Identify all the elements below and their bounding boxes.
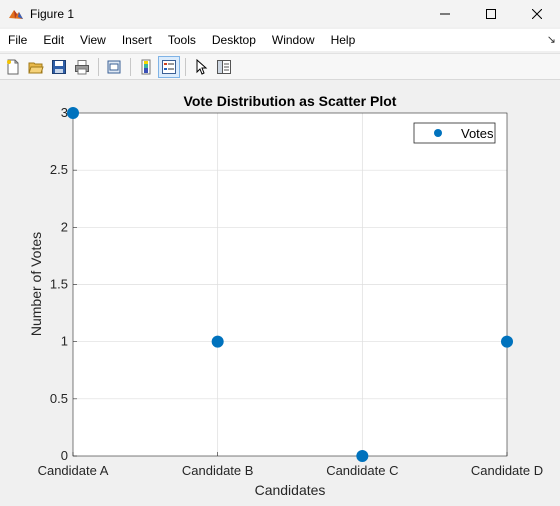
figure-toolbar [0, 53, 560, 80]
y-axis: 0 0.5 1 1.5 2 2.5 3 [50, 105, 77, 463]
grid-lines [73, 113, 507, 456]
y-tick-label: 0.5 [50, 391, 68, 406]
close-button[interactable] [514, 0, 560, 27]
menu-edit[interactable]: Edit [43, 33, 65, 47]
minimize-button[interactable] [422, 0, 468, 27]
x-axis-label: Candidates [255, 482, 326, 498]
chart-title: Vote Distribution as Scatter Plot [184, 93, 397, 109]
menu-desktop[interactable]: Desktop [211, 33, 256, 47]
menu-tools[interactable]: Tools [167, 33, 196, 47]
y-axis-label: Number of Votes [28, 232, 44, 336]
window-title: Figure 1 [30, 6, 75, 21]
y-tick-label: 0 [61, 448, 68, 463]
dock-arrow-icon[interactable]: ↘ [546, 34, 556, 46]
legend-label: Votes [461, 126, 494, 141]
open-file-button[interactable] [25, 56, 47, 78]
scatter-point [211, 335, 224, 348]
legend-box [413, 122, 496, 144]
new-figure-icon [7, 59, 19, 74]
maximize-icon [486, 8, 496, 19]
y-tick-label: 3 [61, 105, 68, 120]
figure-canvas: 0 0.5 1 1.5 2 2.5 3 Candidate A Candidate B Cand… [0, 81, 560, 501]
maximize-button[interactable] [468, 0, 514, 27]
y-tick-label: 1.5 [50, 277, 68, 292]
legend[interactable]: Votes [413, 122, 496, 144]
y-tick-label: 2 [61, 219, 68, 234]
edit-plot-button[interactable] [190, 56, 212, 78]
matlab-figure-icon [9, 9, 23, 19]
print-button[interactable] [71, 56, 93, 78]
menu-bar: File Edit View Insert Tools Desktop Wind… [0, 29, 560, 51]
legend-icon [162, 59, 176, 74]
toolbar-separator [185, 57, 186, 76]
y-tick-label: 1 [61, 334, 68, 349]
x-tick-label: Candidate A [38, 463, 109, 478]
menu-help[interactable]: Help [330, 33, 356, 47]
insert-legend-button[interactable] [158, 55, 180, 78]
scatter-plot[interactable]: 00.511.522.53 Candidate A Candidate B Cand… [0, 81, 560, 501]
menu-window[interactable]: Window [271, 33, 315, 47]
minimize-icon [440, 13, 450, 14]
edit-plot-icon [196, 58, 208, 75]
menu-file[interactable]: File [8, 33, 28, 47]
menu-view[interactable]: View [80, 33, 106, 47]
data-points [67, 107, 513, 462]
legend-marker [434, 129, 442, 137]
scatter-point [356, 450, 369, 462]
save-icon [52, 59, 66, 74]
x-axis: Candidate A Candidate B Candidate C Candida… [38, 452, 543, 478]
new-figure-button[interactable] [2, 56, 24, 78]
print-icon [75, 59, 89, 74]
scatter-point [67, 107, 79, 119]
insert-colorbar-button[interactable] [135, 56, 157, 78]
x-tick-label: Candidate D [471, 463, 543, 478]
scatter-point [501, 335, 513, 348]
open-file-icon [28, 62, 44, 73]
property-inspector-icon [217, 59, 231, 74]
save-button[interactable] [48, 56, 70, 78]
link-plot-button[interactable] [103, 56, 125, 78]
property-inspector-button[interactable] [213, 56, 235, 78]
y-tick-label: 2.5 [50, 162, 68, 177]
toolbar-separator [98, 57, 99, 76]
x-tick-label: Candidate C [326, 463, 398, 478]
toolbar-separator [130, 57, 131, 76]
link-plot-icon [107, 60, 121, 73]
menu-insert[interactable]: Insert [121, 33, 152, 47]
close-icon [532, 8, 542, 19]
colorbar-icon [141, 59, 151, 74]
title-bar: Figure 1 [0, 0, 560, 27]
x-tick-label: Candidate B [182, 463, 254, 478]
